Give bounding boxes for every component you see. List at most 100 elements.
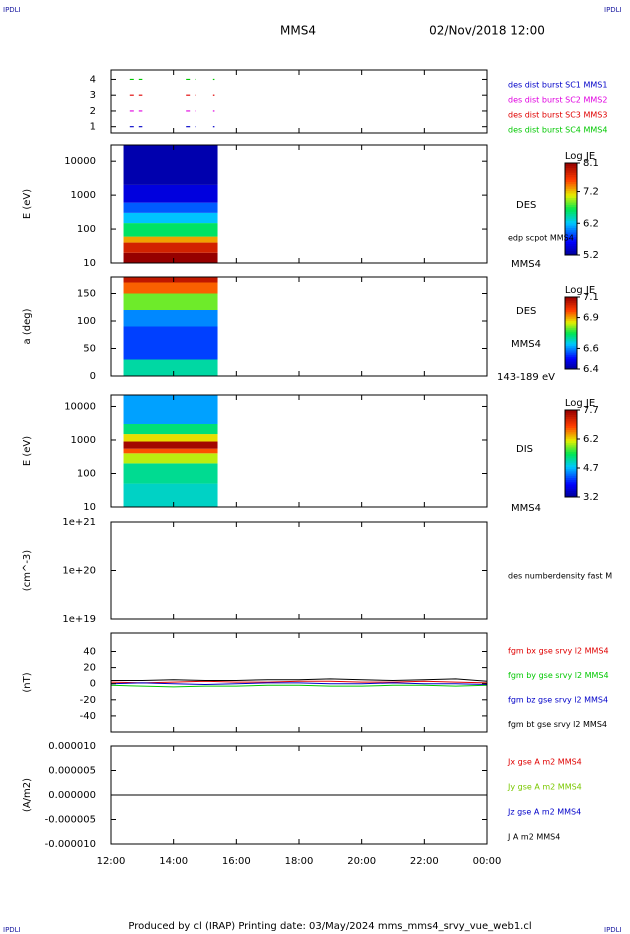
colorbar-segment [565, 455, 577, 459]
spectrogram-cell [123, 236, 218, 243]
colorbar-segment [565, 211, 577, 215]
y-tick-label: 1e+20 [62, 566, 96, 577]
y-tick-label: 100 [77, 468, 96, 479]
spectrogram-cell [123, 434, 218, 442]
colorbar-segment [565, 307, 577, 311]
spectrogram-cell [123, 423, 218, 435]
y-tick-label: 20 [83, 663, 96, 674]
spectrogram-cell [123, 326, 218, 360]
colorbar-segment [565, 238, 577, 242]
colorbar-segment [565, 252, 577, 256]
colorbar-segment [565, 431, 577, 435]
colorbar-frame [564, 162, 578, 256]
series-line [111, 678, 488, 682]
legend-entry: fgm by gse srvy l2 MMS4 [508, 671, 609, 680]
colorbar-frame [564, 409, 578, 498]
colorbar-tick-label: 5.2 [583, 250, 599, 261]
spectrogram-cell [123, 212, 218, 224]
colorbar-segment [565, 245, 577, 249]
x-tick-label: 20:00 [347, 856, 376, 867]
colorbar-tick-label: 6.2 [583, 434, 599, 445]
colorbar-segment [565, 453, 577, 457]
legend-entry: fgm bt gse srvy l2 MMS4 [508, 720, 607, 729]
colorbar-segment [565, 356, 577, 359]
colorbar-segment [565, 340, 577, 343]
colorbar-tick-label: 8.1 [583, 158, 599, 169]
colorbar-segment [565, 297, 577, 300]
colorbar-segment [565, 213, 577, 217]
colorbar-segment [565, 174, 577, 178]
colorbar-tick-label: 7.1 [583, 292, 599, 303]
x-tick-label: 00:00 [473, 856, 502, 867]
spectrogram-cell [123, 277, 218, 283]
colorbar-segment [565, 462, 577, 465]
colorbar-segment [565, 464, 577, 468]
y-tick-label: -40 [80, 711, 96, 722]
colorbar-segment [565, 486, 577, 489]
colorbar-frame [564, 296, 578, 370]
y-tick-label: 10 [83, 502, 96, 513]
colorbar-segment [565, 197, 577, 201]
y-tick-label: 0 [90, 371, 96, 382]
y-tick-label: 100 [77, 316, 96, 327]
colorbar-segment [565, 229, 577, 233]
colorbar-segment [565, 232, 577, 235]
colorbar-segment [565, 316, 577, 320]
colorbar-segment [565, 449, 577, 452]
corner-mark: IPDLI [3, 6, 21, 14]
y-tick-label: 0.000000 [48, 790, 96, 801]
y-tick-label: -0.000010 [45, 839, 96, 850]
colorbar-segment [565, 444, 577, 448]
panel-frame [110, 521, 488, 620]
colorbar-segment [565, 410, 577, 413]
legend-entry: des dist burst SC1 MMS1 [508, 81, 607, 90]
plot-title: MMS4 [280, 24, 316, 38]
colorbar-segment [565, 494, 577, 498]
y-tick-label: 50 [83, 344, 96, 355]
panel-annotation: MMS4 [511, 339, 541, 350]
y-tick-label: -20 [80, 695, 96, 706]
colorbar-segment [565, 429, 577, 433]
y-axis-label: (cm^-3) [22, 550, 33, 591]
panel-annotation: DES [516, 200, 536, 211]
colorbar-tick-label: 3.2 [583, 492, 599, 503]
colorbar-segment [565, 169, 577, 173]
corner-mark: IPDLI [604, 6, 622, 14]
colorbar-segment [565, 304, 577, 307]
colorbar-segment [565, 475, 577, 478]
colorbar-segment [565, 172, 577, 175]
colorbar-segment [565, 248, 577, 251]
colorbar-segment [565, 358, 577, 361]
colorbar-segment [565, 477, 577, 481]
colorbar-segment [565, 222, 577, 226]
colorbar-segment [565, 414, 577, 418]
x-tick-label: 18:00 [285, 856, 314, 867]
colorbar-segment [565, 351, 577, 354]
colorbar-segment [565, 352, 577, 356]
legend-entry: J A m2 MMS4 [507, 833, 560, 842]
spectrogram-cell [123, 184, 218, 203]
colorbar-segment [565, 488, 577, 491]
colorbar-segment [565, 468, 577, 472]
colorbar-segment [565, 345, 577, 348]
colorbar-segment [565, 250, 577, 254]
spectrogram-cell [123, 282, 218, 294]
colorbar-segment [565, 309, 577, 312]
colorbar-segment [565, 433, 577, 437]
spectrogram-cell [123, 395, 218, 424]
colorbar-segment [565, 181, 577, 185]
colorbar-segment [565, 329, 577, 332]
panel-annotation: des numberdensity fast M [508, 572, 612, 581]
y-tick-label: 0 [90, 679, 96, 690]
series-line [110, 682, 488, 686]
colorbar-segment [565, 186, 577, 189]
colorbar-segment [565, 423, 577, 426]
colorbar-segment [565, 492, 577, 496]
spectrogram-cell [123, 202, 218, 213]
colorbar-tick-label: 7.7 [583, 405, 599, 416]
colorbar-segment [565, 436, 577, 439]
colorbar-segment [565, 195, 577, 198]
colorbar-segment [565, 306, 577, 309]
colorbar-segment [565, 367, 577, 370]
y-tick-label: 1e+21 [62, 517, 96, 528]
